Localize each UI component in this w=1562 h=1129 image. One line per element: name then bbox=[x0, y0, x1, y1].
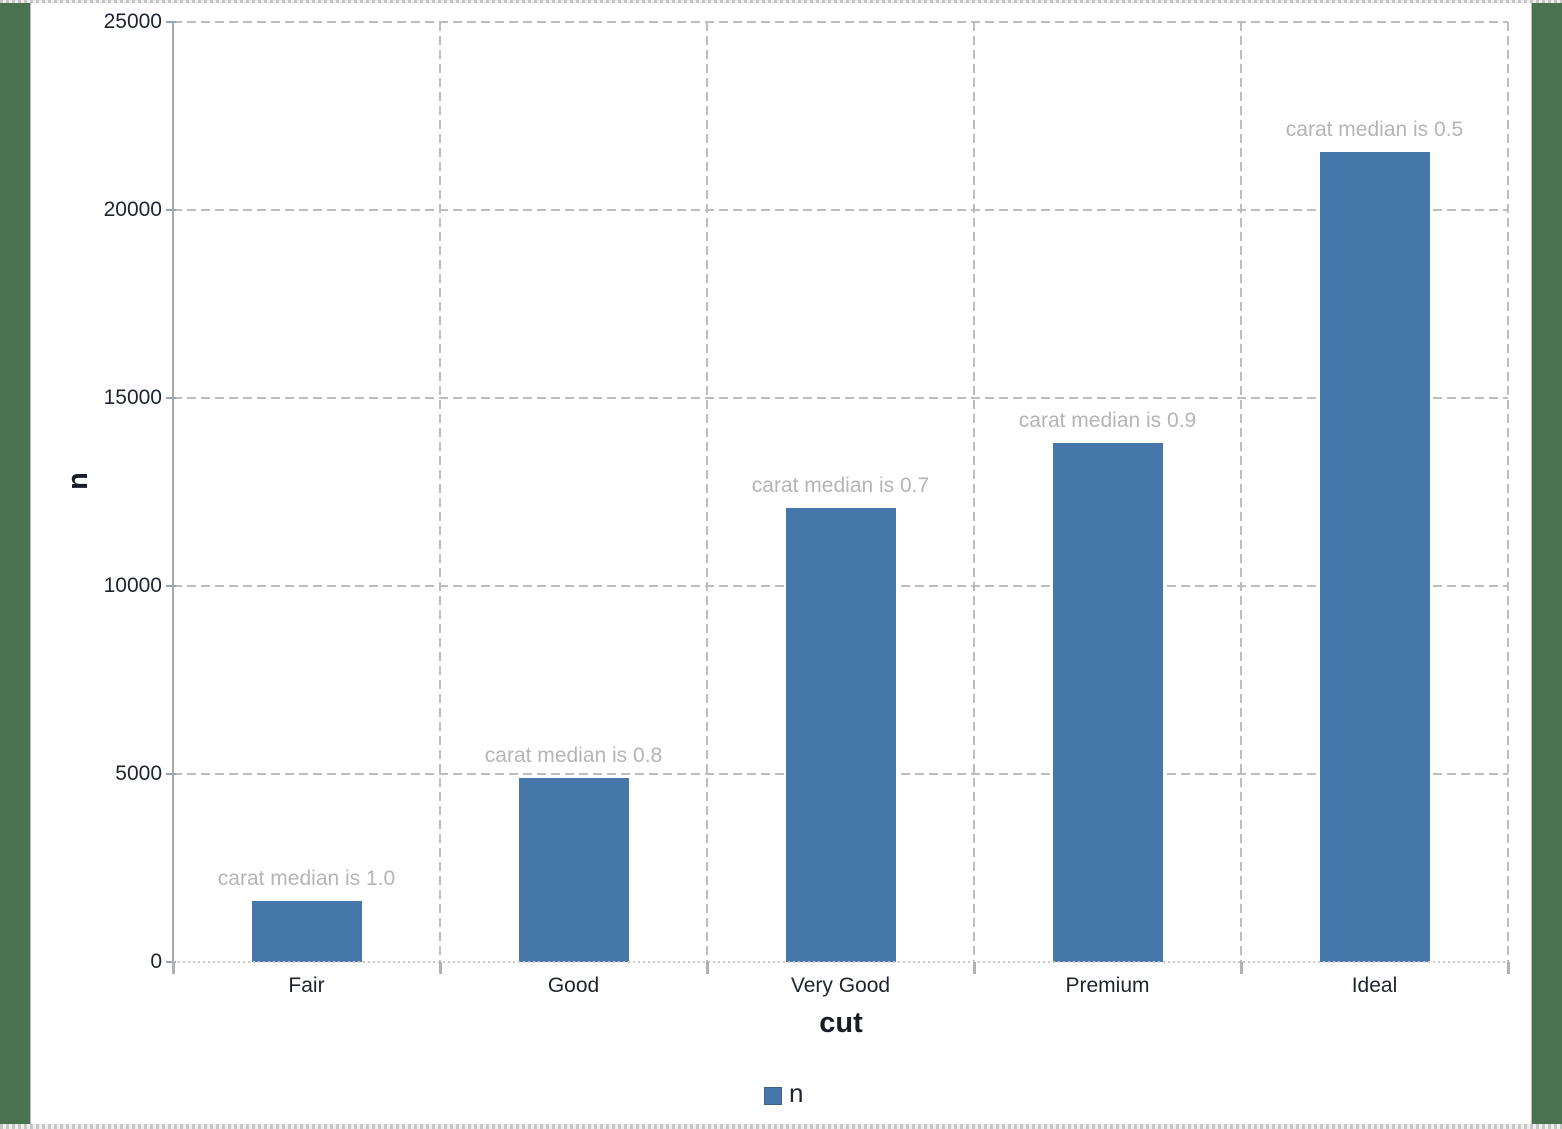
gridline-vertical bbox=[1240, 22, 1242, 962]
bar-annotation: carat median is 0.9 bbox=[1018, 409, 1197, 433]
x-axis-tick bbox=[706, 962, 709, 974]
bar-annotation: carat median is 1.0 bbox=[217, 867, 396, 891]
x-axis-tick bbox=[172, 962, 175, 974]
y-axis-tick bbox=[166, 21, 176, 23]
x-axis-tick bbox=[973, 962, 976, 974]
x-tick-label: Good bbox=[547, 974, 600, 997]
legend-label-n: n bbox=[789, 1078, 804, 1108]
y-axis-tick bbox=[166, 773, 176, 775]
gridline-horizontal bbox=[173, 397, 1508, 399]
y-tick-label: 25000 bbox=[103, 10, 162, 33]
selection-border-top bbox=[0, 0, 1562, 3]
y-tick-label: 0 bbox=[150, 950, 162, 973]
gridline-vertical bbox=[973, 22, 975, 962]
x-tick-label: Premium bbox=[1065, 974, 1150, 997]
bar-premium bbox=[1052, 443, 1163, 962]
gridline-vertical bbox=[1507, 22, 1509, 962]
y-axis-tick bbox=[166, 585, 176, 587]
selection-border-bottom bbox=[0, 1124, 1562, 1129]
x-axis-tick bbox=[1507, 962, 1510, 974]
y-tick-label: 15000 bbox=[103, 386, 162, 409]
gridline-horizontal bbox=[173, 209, 1508, 211]
x-tick-label: Very Good bbox=[790, 974, 891, 997]
legend: n bbox=[764, 1078, 803, 1108]
x-axis-baseline bbox=[173, 961, 1508, 963]
gridline-vertical bbox=[439, 22, 441, 962]
bar-good bbox=[518, 777, 629, 962]
bar-very-good bbox=[785, 507, 896, 962]
y-axis-title: n bbox=[61, 472, 94, 490]
x-tick-label: Fair bbox=[288, 974, 325, 997]
bar-ideal bbox=[1319, 151, 1430, 962]
y-axis-tick bbox=[166, 397, 176, 399]
legend-swatch-n bbox=[764, 1087, 782, 1105]
y-tick-label: 10000 bbox=[103, 574, 162, 597]
y-tick-label: 5000 bbox=[115, 762, 162, 785]
y-axis-tick bbox=[166, 961, 176, 963]
y-axis-tick bbox=[166, 209, 176, 211]
gridline-horizontal bbox=[173, 21, 1508, 23]
bar-annotation: carat median is 0.7 bbox=[751, 473, 930, 497]
bar-annotation: carat median is 0.8 bbox=[484, 743, 663, 767]
x-tick-label: Ideal bbox=[1351, 974, 1398, 997]
x-axis-title: cut bbox=[819, 1007, 863, 1039]
gridline-vertical bbox=[706, 22, 708, 962]
bar-fair bbox=[251, 901, 362, 962]
y-axis-line bbox=[172, 22, 174, 962]
y-tick-label: 20000 bbox=[103, 198, 162, 221]
x-axis-tick bbox=[439, 962, 442, 974]
x-axis-tick bbox=[1240, 962, 1243, 974]
bar-annotation: carat median is 0.5 bbox=[1285, 117, 1464, 141]
